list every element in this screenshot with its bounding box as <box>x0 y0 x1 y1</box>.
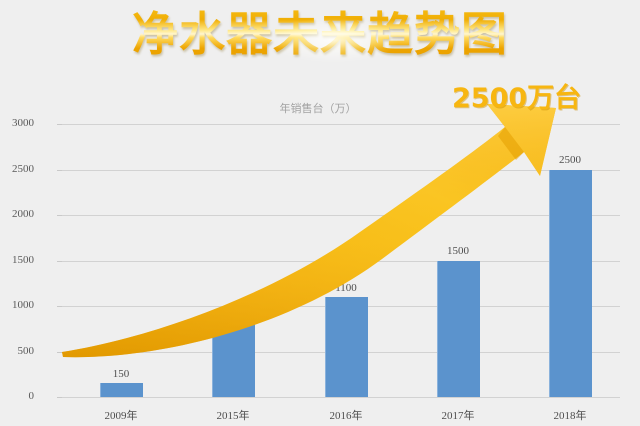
y-tick-mark <box>57 260 62 262</box>
x-tick-label-2015: 2015年 <box>216 410 250 422</box>
y-tick-mark <box>57 397 62 398</box>
y-tick-mark <box>57 306 62 307</box>
y-tick-label: 1000 <box>12 299 34 311</box>
page-title: 净水器未来趋势图 <box>0 4 640 64</box>
bar-2015[interactable] <box>212 324 255 397</box>
x-tick-label-2009: 2009年 <box>104 410 138 422</box>
gridline <box>62 169 620 171</box>
bar-value-2016: 1100 <box>335 282 357 294</box>
y-tick-label: 0 <box>28 390 35 402</box>
y-tick-mark <box>57 215 62 216</box>
x-tick-label-2017: 2017年 <box>441 410 475 422</box>
y-tick-mark <box>57 169 62 171</box>
bar-value-2017: 1500 <box>447 245 469 257</box>
gridline <box>62 124 620 125</box>
y-tick-label: 2500 <box>12 162 34 175</box>
bar-2018[interactable] <box>549 169 592 397</box>
bar-value-2015: 800 <box>224 309 242 321</box>
y-tick-label: 2000 <box>12 208 34 220</box>
gridline <box>62 260 620 262</box>
x-tick-label-2016: 2016年 <box>329 410 363 422</box>
callout-label: 2500万台 <box>452 83 582 114</box>
bar-value-2009: 150 <box>112 368 130 380</box>
bar-2017[interactable] <box>437 260 480 397</box>
y-tick-mark <box>57 351 62 353</box>
bar-2016[interactable] <box>325 296 368 397</box>
y-tick-label: 500 <box>17 344 35 357</box>
y-tick-label: 1500 <box>12 253 34 266</box>
plot-area: 3000 2500 2000 1500 1000 500 0 150 800 1… <box>12 117 620 422</box>
bar-2009[interactable] <box>100 383 143 397</box>
gridline <box>62 397 620 398</box>
bar-value-2018: 2500 <box>559 154 581 166</box>
y-tick-label: 3000 <box>12 117 34 129</box>
y-tick-mark <box>57 124 62 125</box>
y-axis-subtitle: 年销售台（万） <box>279 102 357 115</box>
x-tick-label-2018: 2018年 <box>553 410 587 422</box>
gridline <box>62 215 620 216</box>
